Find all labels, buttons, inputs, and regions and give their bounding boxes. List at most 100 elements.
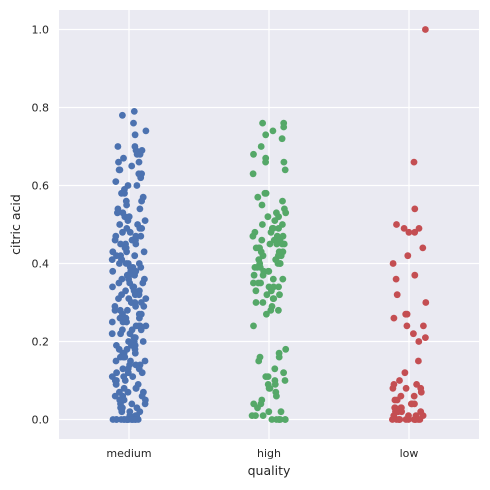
data-point-medium [137, 232, 145, 240]
data-point-high [265, 384, 273, 392]
data-point-high [271, 217, 279, 225]
data-point-medium [109, 267, 117, 275]
data-point-low [415, 338, 423, 345]
data-point-high [259, 119, 266, 127]
data-point-medium [128, 162, 136, 170]
x-axis-label: quality [248, 463, 291, 478]
data-point-low [415, 357, 422, 365]
data-point-low [414, 416, 422, 423]
data-point-high [277, 408, 285, 416]
data-point-medium [137, 326, 145, 334]
data-point-medium [111, 392, 119, 400]
data-point-high [268, 287, 275, 295]
data-point-low [411, 400, 418, 408]
data-point-low [404, 252, 412, 260]
data-point-medium [124, 369, 132, 377]
data-point-medium [118, 408, 126, 416]
data-point-low [420, 322, 427, 330]
data-point-high [263, 291, 271, 299]
data-point-low [393, 291, 401, 299]
data-point-medium [124, 388, 132, 396]
data-point-medium [115, 295, 122, 302]
data-point-high [279, 197, 286, 205]
data-point-high [269, 127, 277, 135]
data-point-high [258, 236, 266, 244]
y-tick-label: 0.2 [32, 336, 50, 349]
data-point-high [281, 166, 289, 174]
data-point-high [269, 295, 277, 302]
data-point-high [266, 240, 274, 248]
data-point-high [273, 392, 280, 400]
data-point-medium [119, 111, 126, 119]
data-point-medium [119, 365, 127, 373]
data-point-high [264, 373, 272, 380]
data-point-high [267, 228, 275, 236]
data-point-low [410, 330, 417, 338]
y-tick-label: 0.6 [32, 180, 50, 193]
data-point-low [391, 396, 399, 404]
data-point-high [249, 170, 257, 178]
data-point-high [278, 135, 286, 143]
data-point-high [282, 345, 290, 353]
data-point-medium [113, 369, 120, 377]
data-point-medium [137, 174, 145, 182]
data-point-low [417, 388, 425, 396]
data-point-medium [119, 353, 127, 361]
data-point-low [411, 271, 419, 279]
data-point-low [400, 225, 408, 232]
data-point-low [396, 377, 403, 384]
data-point-medium [131, 252, 139, 260]
data-point-medium [120, 154, 127, 162]
data-point-high [255, 357, 263, 365]
data-point-medium [141, 357, 149, 365]
data-point-low [410, 392, 418, 400]
data-point-high [271, 365, 279, 373]
data-point-low [392, 275, 400, 283]
data-point-high [280, 369, 287, 377]
data-point-medium [142, 295, 150, 302]
data-point-medium [135, 291, 143, 299]
data-point-medium [109, 283, 116, 291]
data-point-medium [108, 256, 116, 263]
data-point-high [276, 416, 284, 423]
data-point-medium [115, 279, 123, 287]
data-point-medium [123, 201, 130, 209]
data-point-high [258, 201, 266, 209]
data-point-medium [141, 400, 149, 408]
data-point-medium [136, 225, 144, 232]
y-tick-label: 0.4 [32, 258, 50, 271]
data-point-high [263, 310, 270, 318]
y-tick-label: 1.0 [32, 24, 50, 37]
data-point-medium [119, 228, 126, 236]
data-point-medium [128, 416, 136, 423]
data-point-high [254, 193, 262, 201]
data-point-high [278, 240, 286, 248]
data-point-high [281, 377, 289, 384]
data-point-medium [114, 209, 121, 217]
data-point-high [271, 381, 279, 388]
data-point-medium [133, 150, 141, 158]
data-point-high [264, 213, 272, 221]
data-point-medium [124, 306, 131, 314]
data-point-medium [123, 248, 130, 256]
data-point-high [282, 209, 290, 217]
data-point-low [422, 26, 429, 33]
x-tick-label: high [257, 447, 281, 460]
data-point-high [280, 158, 288, 166]
data-point-medium [113, 252, 120, 260]
data-point-high [262, 158, 269, 166]
data-point-medium [121, 377, 129, 384]
data-point-medium [133, 182, 141, 189]
data-point-medium [131, 349, 139, 357]
data-point-high [252, 287, 260, 295]
data-point-low [401, 369, 409, 377]
data-point-medium [132, 240, 140, 248]
data-point-medium [117, 240, 124, 248]
data-point-medium [140, 303, 148, 310]
data-point-high [257, 143, 265, 150]
data-point-high [273, 240, 281, 248]
data-point-medium [138, 197, 146, 205]
data-point-high [279, 275, 287, 283]
data-point-medium [112, 178, 120, 186]
